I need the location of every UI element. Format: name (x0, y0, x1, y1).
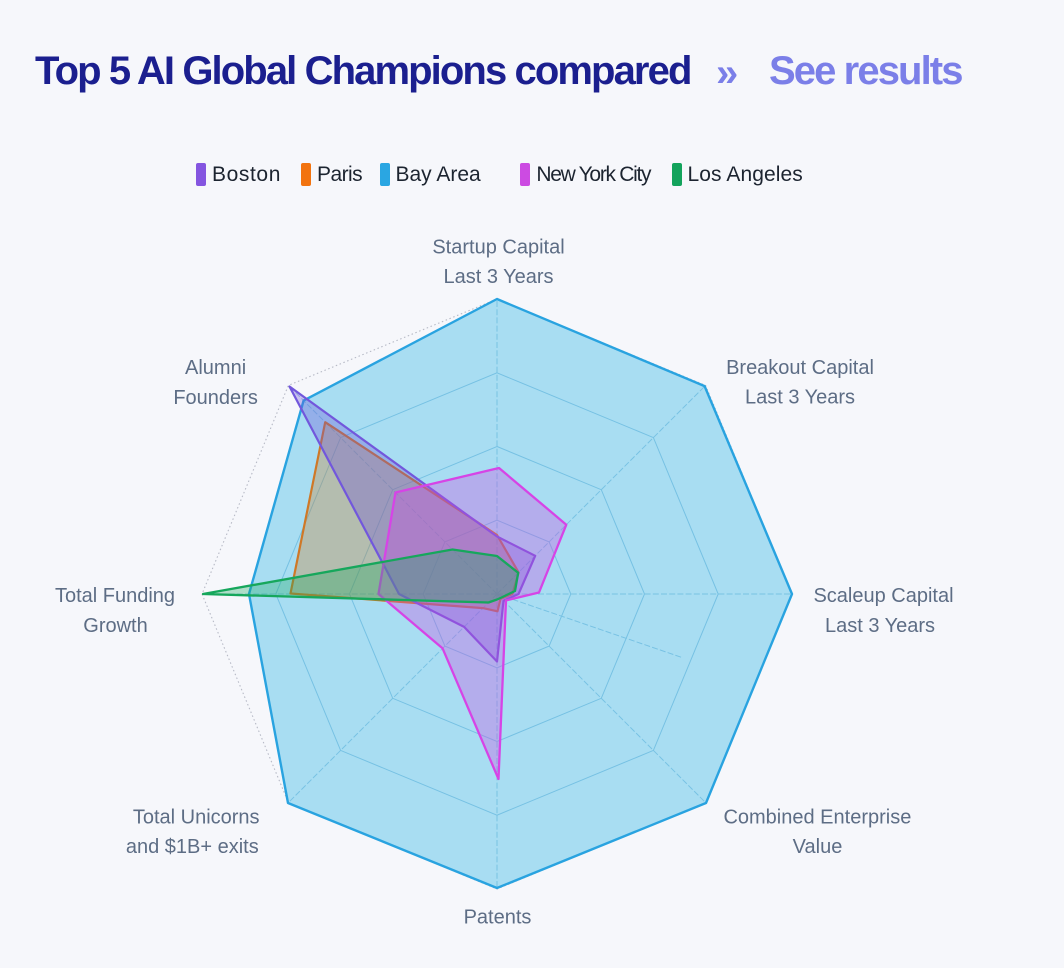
svg-text:Value: Value (793, 836, 843, 858)
svg-text:Last 3 Years: Last 3 Years (443, 266, 553, 288)
svg-text:Startup Capital: Startup Capital (432, 237, 564, 259)
svg-text:Total Unicorns: Total Unicorns (133, 807, 260, 829)
svg-text:and $1B+ exits: and $1B+ exits (126, 836, 259, 858)
svg-text:Patents: Patents (464, 907, 532, 929)
svg-text:Breakout Capital: Breakout Capital (726, 357, 874, 379)
svg-text:Total Funding: Total Funding (55, 585, 175, 607)
svg-text:Founders: Founders (173, 387, 258, 409)
svg-text:Growth: Growth (83, 615, 147, 637)
svg-text:Alumni: Alumni (185, 357, 246, 379)
svg-text:Last 3 Years: Last 3 Years (825, 615, 935, 637)
svg-text:Scaleup Capital: Scaleup Capital (813, 585, 953, 607)
svg-text:Last 3 Years: Last 3 Years (745, 387, 855, 409)
svg-text:Combined Enterprise: Combined Enterprise (723, 807, 911, 829)
